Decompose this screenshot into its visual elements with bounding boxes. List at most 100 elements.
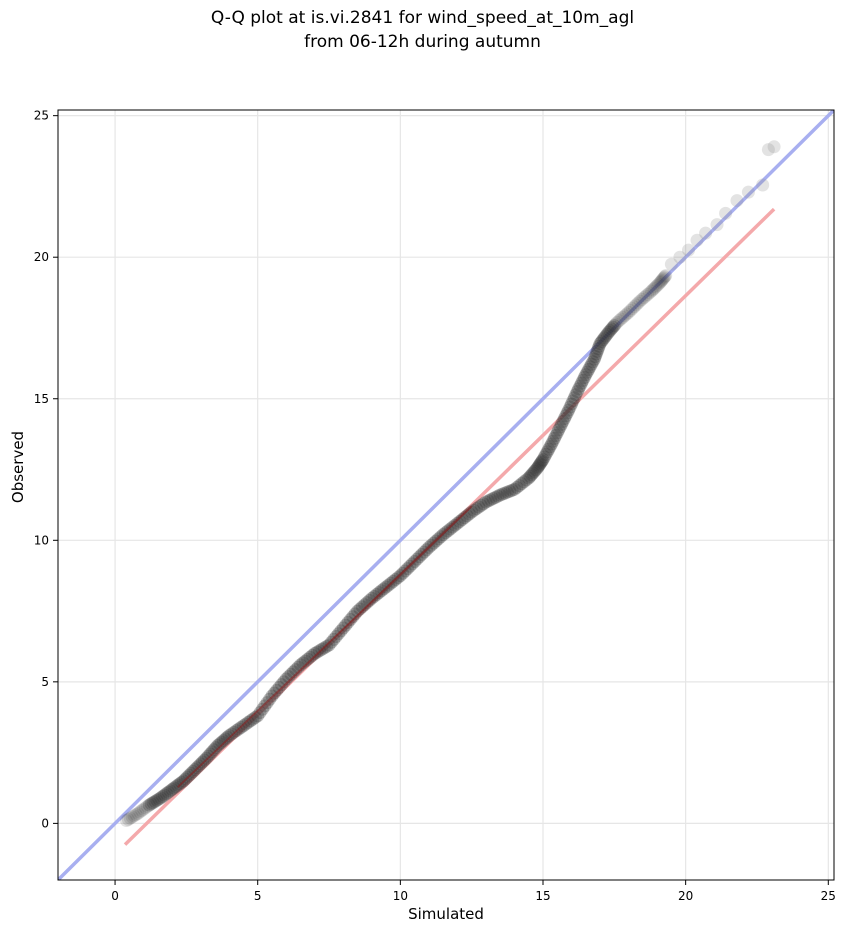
qq-point [625,302,639,316]
qq-point [543,440,557,454]
qq-point [597,331,611,345]
qq-point [585,357,598,371]
qq-point [540,445,554,459]
qq-point [606,320,620,334]
qq-point [570,385,584,399]
qq-point [453,514,467,528]
qq-point [545,437,559,451]
qq-outlier-point [756,178,770,192]
qq-point [512,479,526,493]
qq-point [279,672,293,686]
qq-point [472,500,486,514]
x-tick-label: 20 [678,889,693,903]
qq-point [534,455,548,469]
qq-point [284,667,298,681]
y-axis-ticks: 0 5 10 15 20 25 [34,109,58,830]
qq-point [623,304,637,318]
qq-point [656,272,670,286]
qq-point [448,518,462,532]
qq-point [503,484,517,498]
qq-point [123,811,137,825]
qq-point [146,796,160,810]
qq-point [496,487,510,501]
qq-point [523,469,537,483]
qq-point [211,739,225,753]
qq-point [591,342,605,356]
qq-point [154,791,168,805]
qq-point [631,296,645,310]
qq-point [477,497,491,511]
qq-point [532,458,546,472]
qq-point [365,591,379,605]
qq-point [517,475,531,489]
qq-point [308,647,322,661]
y-tick-label: 15 [34,392,49,406]
qq-point [575,376,589,390]
qq-point [346,610,360,624]
qq-point [549,429,563,443]
qq-outlier-point [664,257,678,271]
qq-outlier-point [741,185,755,199]
chart-title: Q-Q plot at is.vi.2841 for wind_speed_at… [210,8,635,28]
qq-point [535,454,549,468]
y-axis-label: Observed [9,430,27,504]
qq-point [635,292,649,306]
qq-point [479,495,493,509]
qq-point [158,788,172,802]
qq-point [547,431,561,445]
qq-point [525,468,539,482]
qq-point [620,307,634,321]
qq-point [654,275,668,289]
qq-point [553,420,567,434]
qq-point [610,315,624,329]
x-tick-label: 0 [111,889,119,903]
qq-point [488,490,502,504]
qq-point [612,314,626,328]
qq-point [199,751,213,765]
qq-point [629,298,643,312]
qq-point [596,333,610,347]
qq-point [203,747,217,761]
grid [58,110,834,880]
qq-outlier-point [730,194,744,208]
qq-point [270,683,284,697]
qq-point [296,656,310,670]
qq-point [539,447,553,461]
qq-point [639,289,653,303]
qq-point [647,281,661,295]
qq-point [555,417,569,431]
x-tick-label: 10 [393,889,408,903]
qq-point [563,400,577,414]
qq-point [246,712,260,726]
qq-point [641,287,655,301]
qq-point [637,291,651,305]
qq-point [600,327,614,341]
qq-point [556,414,570,428]
qq-point [474,498,488,512]
qq-point [559,409,573,423]
qq-point [220,730,234,744]
qq-point [225,727,239,741]
qq-point [557,412,571,426]
qq-point [562,403,576,417]
qq-point [215,735,229,749]
qq-point [603,324,617,338]
qq-point [582,362,596,376]
qq-point [209,741,223,755]
x-tick-label: 25 [821,889,836,903]
qq-outlier-point [699,226,713,240]
qq-point [129,808,143,822]
qq-point [580,365,594,379]
qq-point [241,715,255,729]
qq-point [659,269,673,283]
qq-point [546,434,560,448]
qq-point [343,613,357,627]
qq-outlier-point [682,243,695,257]
y-tick-label: 20 [34,250,49,264]
qq-point [493,488,507,502]
data-points [119,140,781,828]
qq-point [171,778,185,792]
y-tick-label: 0 [41,816,49,830]
qq-point [510,480,524,494]
qq-point [526,466,540,480]
